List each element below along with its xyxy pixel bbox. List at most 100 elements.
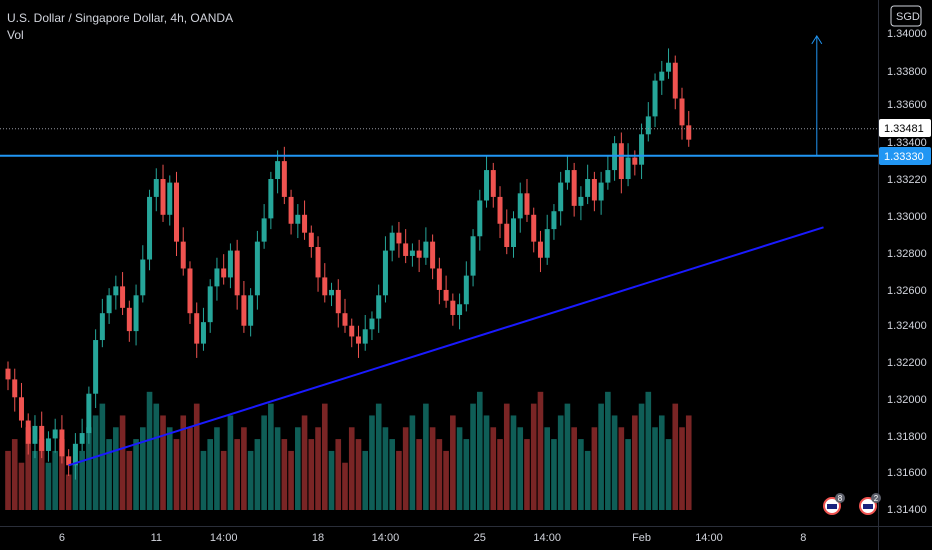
candle-body	[335, 289, 341, 314]
candle-body	[160, 179, 166, 215]
event-count-badge	[835, 493, 845, 503]
horizontal-level-tag: 1.33330	[879, 147, 931, 165]
candle-body	[227, 250, 233, 278]
candle-body	[194, 313, 200, 344]
volume-bar	[551, 439, 557, 510]
candle-body	[241, 295, 247, 326]
candle-body	[133, 295, 139, 332]
candle-body	[329, 289, 335, 296]
volume-bar	[645, 391, 652, 510]
candle-body	[268, 179, 274, 219]
volume-bar	[140, 427, 146, 510]
candle-body	[457, 304, 463, 315]
candle-body	[18, 397, 24, 421]
volume-bar	[288, 450, 294, 510]
candle-body	[180, 241, 186, 269]
volume-bar	[463, 439, 470, 510]
candle-body	[39, 425, 45, 451]
candle-body	[389, 232, 395, 251]
volume-bar	[524, 439, 530, 510]
candle-body	[113, 286, 119, 296]
volume-bar	[497, 439, 503, 510]
price-tick-label: 1.34000	[887, 28, 927, 40]
candle-body	[443, 289, 449, 301]
candle-body	[490, 170, 496, 197]
volume-bar	[456, 427, 463, 510]
volume-bar	[483, 415, 490, 510]
economic-event-icon: 2	[859, 493, 881, 515]
volume-bar	[605, 391, 611, 510]
candle-body	[72, 443, 78, 466]
volume-bar	[423, 403, 429, 510]
last-price-tag-bg	[879, 119, 931, 137]
volume-bar	[321, 403, 328, 510]
candle-body	[396, 232, 402, 244]
candle-body	[585, 179, 591, 197]
chart-title: U.S. Dollar / Singapore Dollar, 4h, OAND…	[7, 11, 234, 25]
candle-body	[140, 259, 146, 296]
candle-body	[497, 196, 503, 224]
volume-bar	[389, 439, 395, 510]
candle-body	[571, 170, 577, 206]
volume-bar	[220, 450, 227, 510]
candle-body	[153, 179, 159, 197]
volume-bar	[308, 439, 315, 510]
volume-bar	[241, 427, 247, 510]
candle-body	[632, 157, 638, 165]
candle-body	[524, 193, 530, 215]
event-count-text: 8	[838, 494, 843, 503]
volume-bar	[187, 427, 193, 510]
candle-body	[409, 250, 415, 256]
candle-body	[369, 318, 375, 330]
chart-legend: U.S. Dollar / Singapore Dollar, 4h, OAND…	[7, 10, 233, 44]
candle-body	[355, 336, 361, 344]
time-tick-label: Feb	[632, 532, 651, 544]
time-tick-label: 14:00	[210, 532, 238, 544]
volume-bar	[173, 439, 180, 510]
volume-bar	[11, 439, 18, 510]
volume-bar	[443, 450, 449, 510]
candle-body	[214, 268, 220, 287]
candle-body	[261, 218, 267, 242]
candle-body	[295, 214, 301, 224]
volume-bar	[362, 450, 369, 510]
volume-bar	[126, 450, 133, 510]
volume-bar	[200, 450, 207, 510]
volume-bar	[268, 403, 274, 510]
candle-body	[126, 307, 132, 332]
candle-body	[66, 456, 72, 466]
volume-bar	[652, 427, 658, 510]
candle-body	[99, 313, 105, 341]
volume-bar	[328, 450, 335, 510]
price-tick-label: 1.32800	[887, 248, 927, 260]
volume-bar	[79, 450, 85, 510]
volume-bar	[106, 439, 112, 510]
volume-bar	[571, 427, 577, 510]
volume-bar	[416, 439, 422, 510]
flag-icon-stripe	[827, 504, 837, 509]
volume-bar	[342, 462, 348, 510]
price-tick-label: 1.32000	[887, 394, 927, 406]
volume-bar	[180, 415, 187, 510]
candle-body	[511, 218, 516, 248]
candle-body	[174, 182, 179, 242]
candle-body	[59, 429, 65, 457]
price-tick-label: 1.33600	[887, 99, 927, 111]
price-tick-label: 1.33800	[887, 66, 927, 78]
candle-body	[362, 329, 368, 344]
volume-bar	[133, 439, 139, 510]
event-count-badge	[871, 493, 881, 503]
price-tick-label: 1.33000	[887, 211, 927, 223]
time-tick-label: 18	[312, 532, 324, 544]
price-tick-label: 1.32400	[887, 320, 927, 332]
candle-body	[591, 179, 597, 201]
price-tick-label: 1.33220	[887, 174, 927, 186]
volume-bar	[396, 450, 402, 510]
candle-body	[484, 170, 490, 201]
candle-body	[544, 229, 550, 258]
time-tick-label: 25	[474, 532, 486, 544]
candle-body	[564, 170, 570, 183]
price-tick-label: 1.31600	[887, 467, 927, 479]
candle-body	[470, 236, 476, 276]
